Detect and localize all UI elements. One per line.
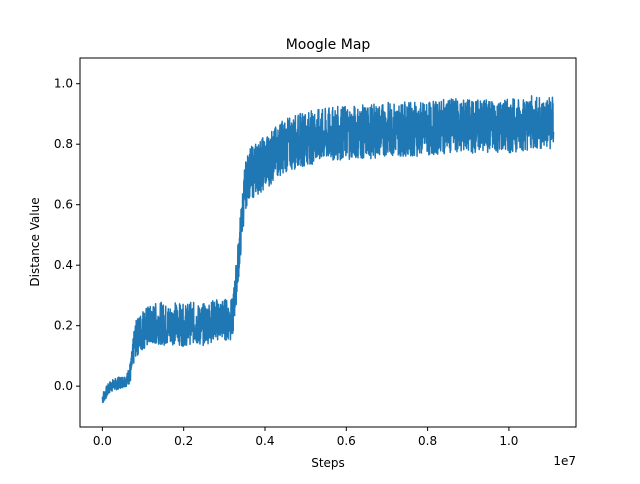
- series-layer: [101, 95, 555, 404]
- y-tick-label: 0.6: [54, 198, 73, 212]
- x-axis-label: Steps: [311, 456, 345, 470]
- y-axis-label: Distance Value: [28, 197, 42, 286]
- x-tick-label: 0.4: [255, 434, 274, 448]
- x-axis-offset-label: 1e7: [553, 454, 576, 468]
- y-tick-label: 0.0: [54, 379, 73, 393]
- x-tick-label: 0.0: [93, 434, 112, 448]
- series-line: [101, 95, 555, 404]
- y-tick-label: 0.2: [54, 319, 73, 333]
- y-tick-label: 0.4: [54, 258, 73, 272]
- y-tick-label: 0.8: [54, 137, 73, 151]
- x-tick-label: 0.8: [418, 434, 437, 448]
- x-tick-label: 1.0: [499, 434, 518, 448]
- y-tick-label: 1.0: [54, 77, 73, 91]
- x-tick-label: 0.2: [174, 434, 193, 448]
- y-axis: 0.0 0.2 0.4 0.6 0.8 1.0: [54, 77, 80, 393]
- plot-frame: [79, 57, 577, 428]
- x-tick-label: 0.6: [337, 434, 356, 448]
- chart-title: Moogle Map: [286, 37, 371, 53]
- x-axis: 0.0 0.2 0.4 0.6 0.8 1.0: [93, 427, 518, 448]
